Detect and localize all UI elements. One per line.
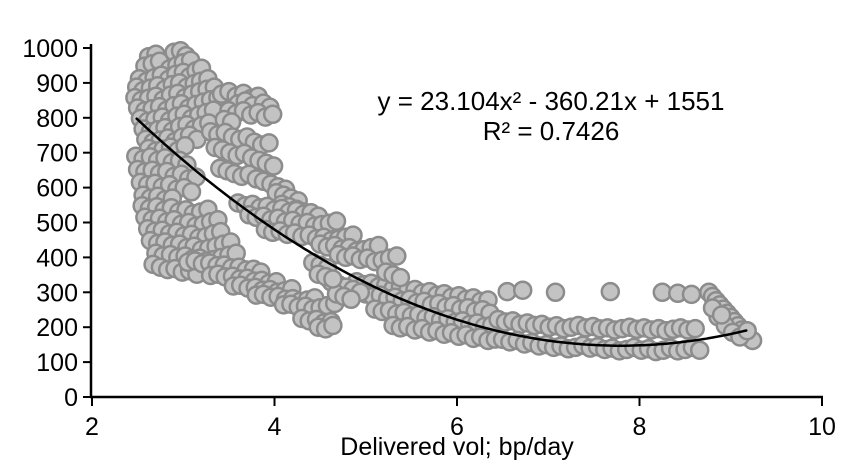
trendline-curve [135, 117, 748, 347]
y-tick-label: 500 [36, 210, 78, 238]
data-point [600, 281, 621, 302]
x-tick-label: 8 [633, 413, 647, 441]
y-tick-label: 600 [36, 175, 78, 203]
data-point [689, 340, 710, 360]
data-point [259, 133, 279, 153]
y-tick-label: 700 [36, 140, 78, 168]
y-tick-label: 800 [36, 105, 78, 133]
data-point [323, 269, 343, 289]
x-tick-label: 6 [450, 413, 464, 441]
data-point [263, 156, 284, 176]
y-tick-label: 0 [64, 384, 78, 412]
y-tick-label: 200 [36, 314, 78, 342]
x-tick-label: 10 [808, 413, 836, 441]
y-tick-label: 1000 [22, 35, 78, 63]
r-squared-label: R² = 0.7426 [483, 116, 620, 146]
data-point [387, 246, 407, 266]
y-tick-label: 400 [36, 244, 78, 272]
data-point [390, 267, 411, 288]
trendline-equation-label: y = 23.104x² - 360.21x + 1551 [378, 86, 725, 116]
data-point [181, 182, 202, 202]
data-point [545, 282, 566, 303]
x-tick-label: 2 [85, 413, 99, 441]
data-point [512, 280, 533, 300]
data-point [685, 318, 705, 339]
y-tick-label: 300 [36, 279, 78, 307]
data-point [711, 305, 732, 325]
y-tick-label: 900 [36, 70, 78, 98]
generated-chart-layers: 0 100 200 300 400 500 600 700 800 900 1000 2 4 6 8 10 [22, 35, 836, 441]
y-tick-label: 100 [36, 349, 78, 377]
data-point [326, 211, 347, 231]
data-point [262, 104, 283, 125]
data-point [341, 289, 361, 310]
x-tick-label: 4 [268, 413, 282, 441]
data-point [681, 284, 702, 305]
x-axis-title: Delivered vol; bp/day [340, 433, 574, 461]
data-point [323, 315, 343, 336]
